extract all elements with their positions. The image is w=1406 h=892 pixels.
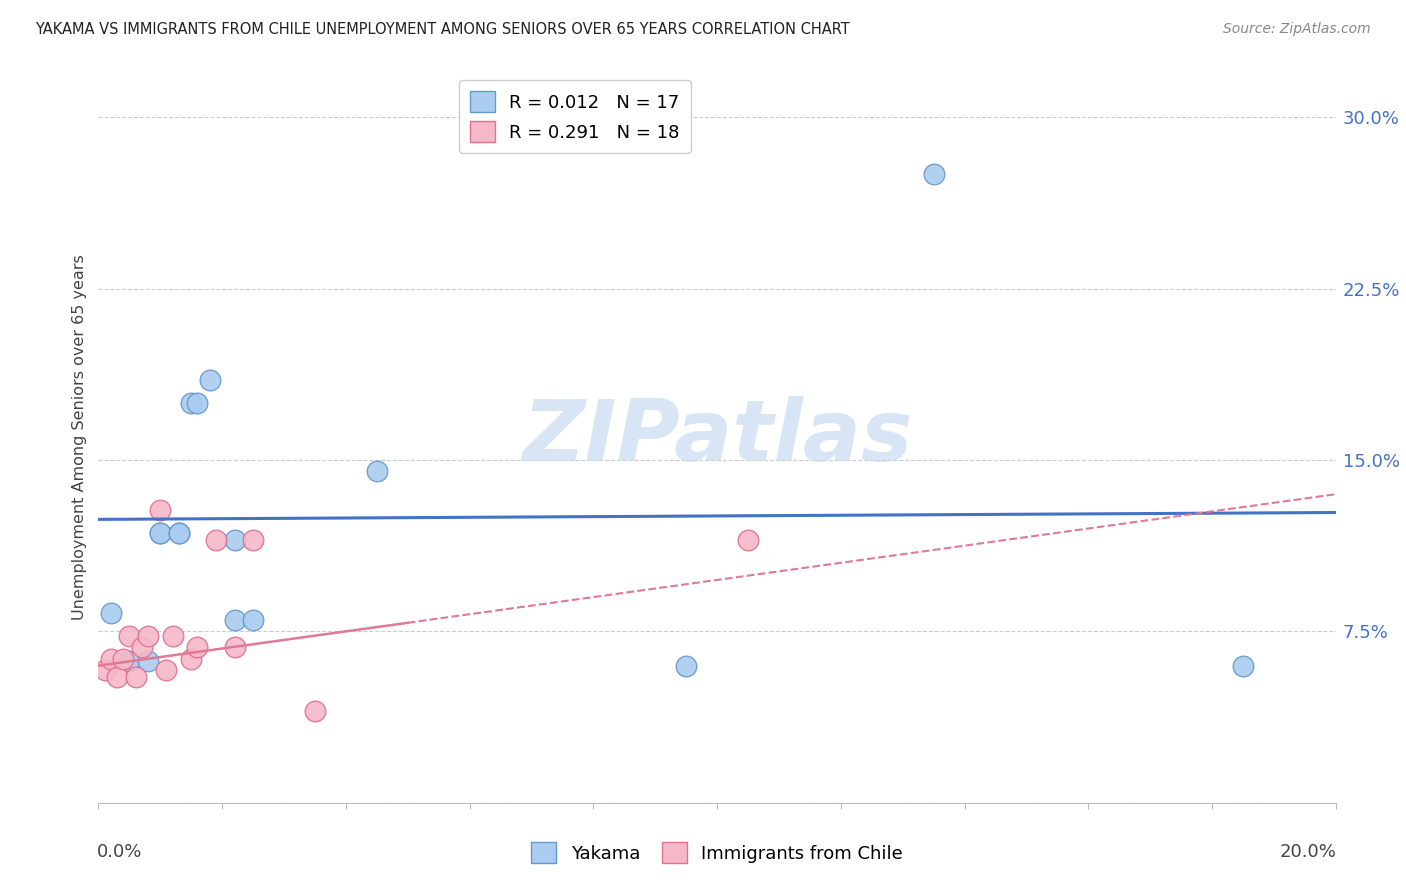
Point	[224, 640, 246, 655]
Point	[180, 396, 202, 410]
Point	[118, 654, 141, 668]
Point	[366, 464, 388, 478]
Point	[180, 652, 202, 666]
Point	[118, 629, 141, 643]
Text: ZIPatlas: ZIPatlas	[522, 395, 912, 479]
Point	[186, 396, 208, 410]
Point	[205, 533, 228, 547]
Point	[167, 526, 190, 541]
Point	[105, 670, 128, 684]
Point	[242, 613, 264, 627]
Text: 0.0%: 0.0%	[97, 843, 142, 861]
Point	[922, 167, 945, 181]
Point	[224, 613, 246, 627]
Point	[112, 652, 135, 666]
Point	[242, 533, 264, 547]
Point	[675, 658, 697, 673]
Point	[131, 640, 153, 655]
Point	[155, 663, 177, 677]
Legend: Yakama, Immigrants from Chile: Yakama, Immigrants from Chile	[523, 835, 911, 871]
Point	[737, 533, 759, 547]
Point	[186, 640, 208, 655]
Point	[149, 526, 172, 541]
Point	[124, 670, 146, 684]
Point	[198, 373, 221, 387]
Point	[167, 526, 190, 541]
Point	[149, 503, 172, 517]
Y-axis label: Unemployment Among Seniors over 65 years: Unemployment Among Seniors over 65 years	[72, 254, 87, 620]
Point	[136, 654, 159, 668]
Text: 20.0%: 20.0%	[1279, 843, 1337, 861]
Point	[1232, 658, 1254, 673]
Text: YAKAMA VS IMMIGRANTS FROM CHILE UNEMPLOYMENT AMONG SENIORS OVER 65 YEARS CORRELA: YAKAMA VS IMMIGRANTS FROM CHILE UNEMPLOY…	[35, 22, 849, 37]
Point	[224, 533, 246, 547]
Point	[100, 652, 122, 666]
Point	[304, 705, 326, 719]
Point	[100, 606, 122, 620]
Text: Source: ZipAtlas.com: Source: ZipAtlas.com	[1223, 22, 1371, 37]
Point	[136, 629, 159, 643]
Point	[149, 526, 172, 541]
Point	[93, 663, 115, 677]
Point	[162, 629, 184, 643]
